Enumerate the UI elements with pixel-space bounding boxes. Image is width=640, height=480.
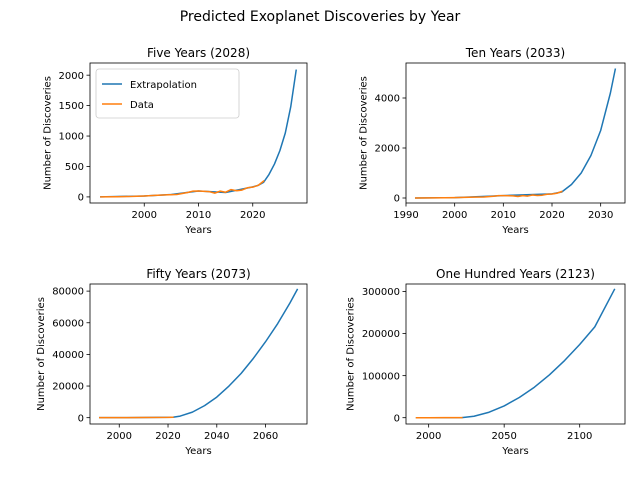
x-tick-label: 2100 (567, 431, 592, 442)
x-axis-label: Years (501, 225, 528, 236)
subplot-2: 1990 2000 2010 2020 2030 0 2000 4000 Ten Years (… (358, 46, 626, 236)
y-tick-label: 4000 (375, 94, 400, 105)
y-axis-label: Number of Discoveries (358, 76, 369, 190)
y-tick-label: 200000 (362, 329, 400, 340)
legend-label-data: Data (130, 100, 154, 111)
x-tick-label: 2050 (491, 431, 516, 442)
y-tick-label: 60000 (52, 318, 84, 329)
subplot-title: One Hundred Years (2123) (436, 267, 595, 281)
legend: Extrapolation Data (95, 68, 240, 119)
subplot-title: Fifty Years (2073) (146, 267, 250, 281)
y-tick-label: 2000 (59, 71, 84, 82)
series-line-extrapolation (415, 288, 616, 419)
y-tick-label: 100000 (362, 371, 400, 382)
x-tick-label: 2020 (539, 210, 564, 221)
y-axis-label: Number of Discoveries (346, 297, 357, 411)
y-tick-label: 1000 (59, 132, 84, 143)
y-tick-label: 500 (65, 162, 84, 173)
subplot-grid: 2000 2010 2020 0 500 1000 1500 2000 Five Years (… (36, 46, 626, 457)
y-tick-label: 80000 (52, 287, 84, 298)
x-tick-label: 2000 (442, 210, 467, 221)
axes-frame (405, 62, 626, 204)
series-line-data (414, 190, 563, 199)
x-tick-label: 2060 (253, 431, 278, 442)
y-tick-label: 0 (394, 194, 400, 205)
x-tick-label: 2020 (240, 210, 265, 221)
x-tick-label: 2010 (186, 210, 211, 221)
x-axis-label: Years (184, 446, 211, 457)
y-tick-label: 0 (78, 413, 84, 424)
y-tick-label: 20000 (52, 382, 84, 393)
x-tick-label: 2000 (416, 431, 441, 442)
x-tick-label: 2020 (155, 431, 180, 442)
x-tick-label: 2040 (204, 431, 229, 442)
y-tick-label: 0 (78, 193, 84, 204)
x-tick-label: 2030 (588, 210, 613, 221)
y-axis-label: Number of Discoveries (42, 76, 53, 190)
x-tick-label: 2010 (491, 210, 516, 221)
subplot-title: Ten Years (2033) (465, 46, 565, 60)
y-tick-label: 1500 (59, 101, 84, 112)
y-tick-label: 300000 (362, 287, 400, 298)
subplot-3: 2000 2020 2040 2060 0 20000 40000 60000 80000 Fif… (36, 267, 308, 457)
x-tick-label: 2000 (107, 431, 132, 442)
x-axis-label: Years (184, 225, 211, 236)
x-axis-label: Years (501, 446, 528, 457)
subplot-4: 2000 2050 2100 0 100000 200000 300000 One Hundr… (346, 267, 626, 457)
x-tick-label: 1990 (393, 210, 418, 221)
y-tick-label: 40000 (52, 350, 84, 361)
legend-box (95, 68, 240, 119)
y-tick-label: 2000 (375, 144, 400, 155)
axes-frame (405, 283, 626, 425)
series-line-extrapolation (98, 288, 299, 419)
x-tick-label: 2000 (132, 210, 157, 221)
legend-label-extrapolation: Extrapolation (130, 80, 197, 91)
y-axis-label: Number of Discoveries (36, 297, 47, 411)
subplot-title: Five Years (2028) (147, 46, 250, 60)
y-tick-label: 0 (394, 413, 400, 424)
series-line-data (100, 180, 265, 198)
subplot-1: 2000 2010 2020 0 500 1000 1500 2000 Five Years (… (42, 46, 308, 236)
figure-title: Predicted Exoplanet Discoveries by Year (180, 9, 461, 25)
